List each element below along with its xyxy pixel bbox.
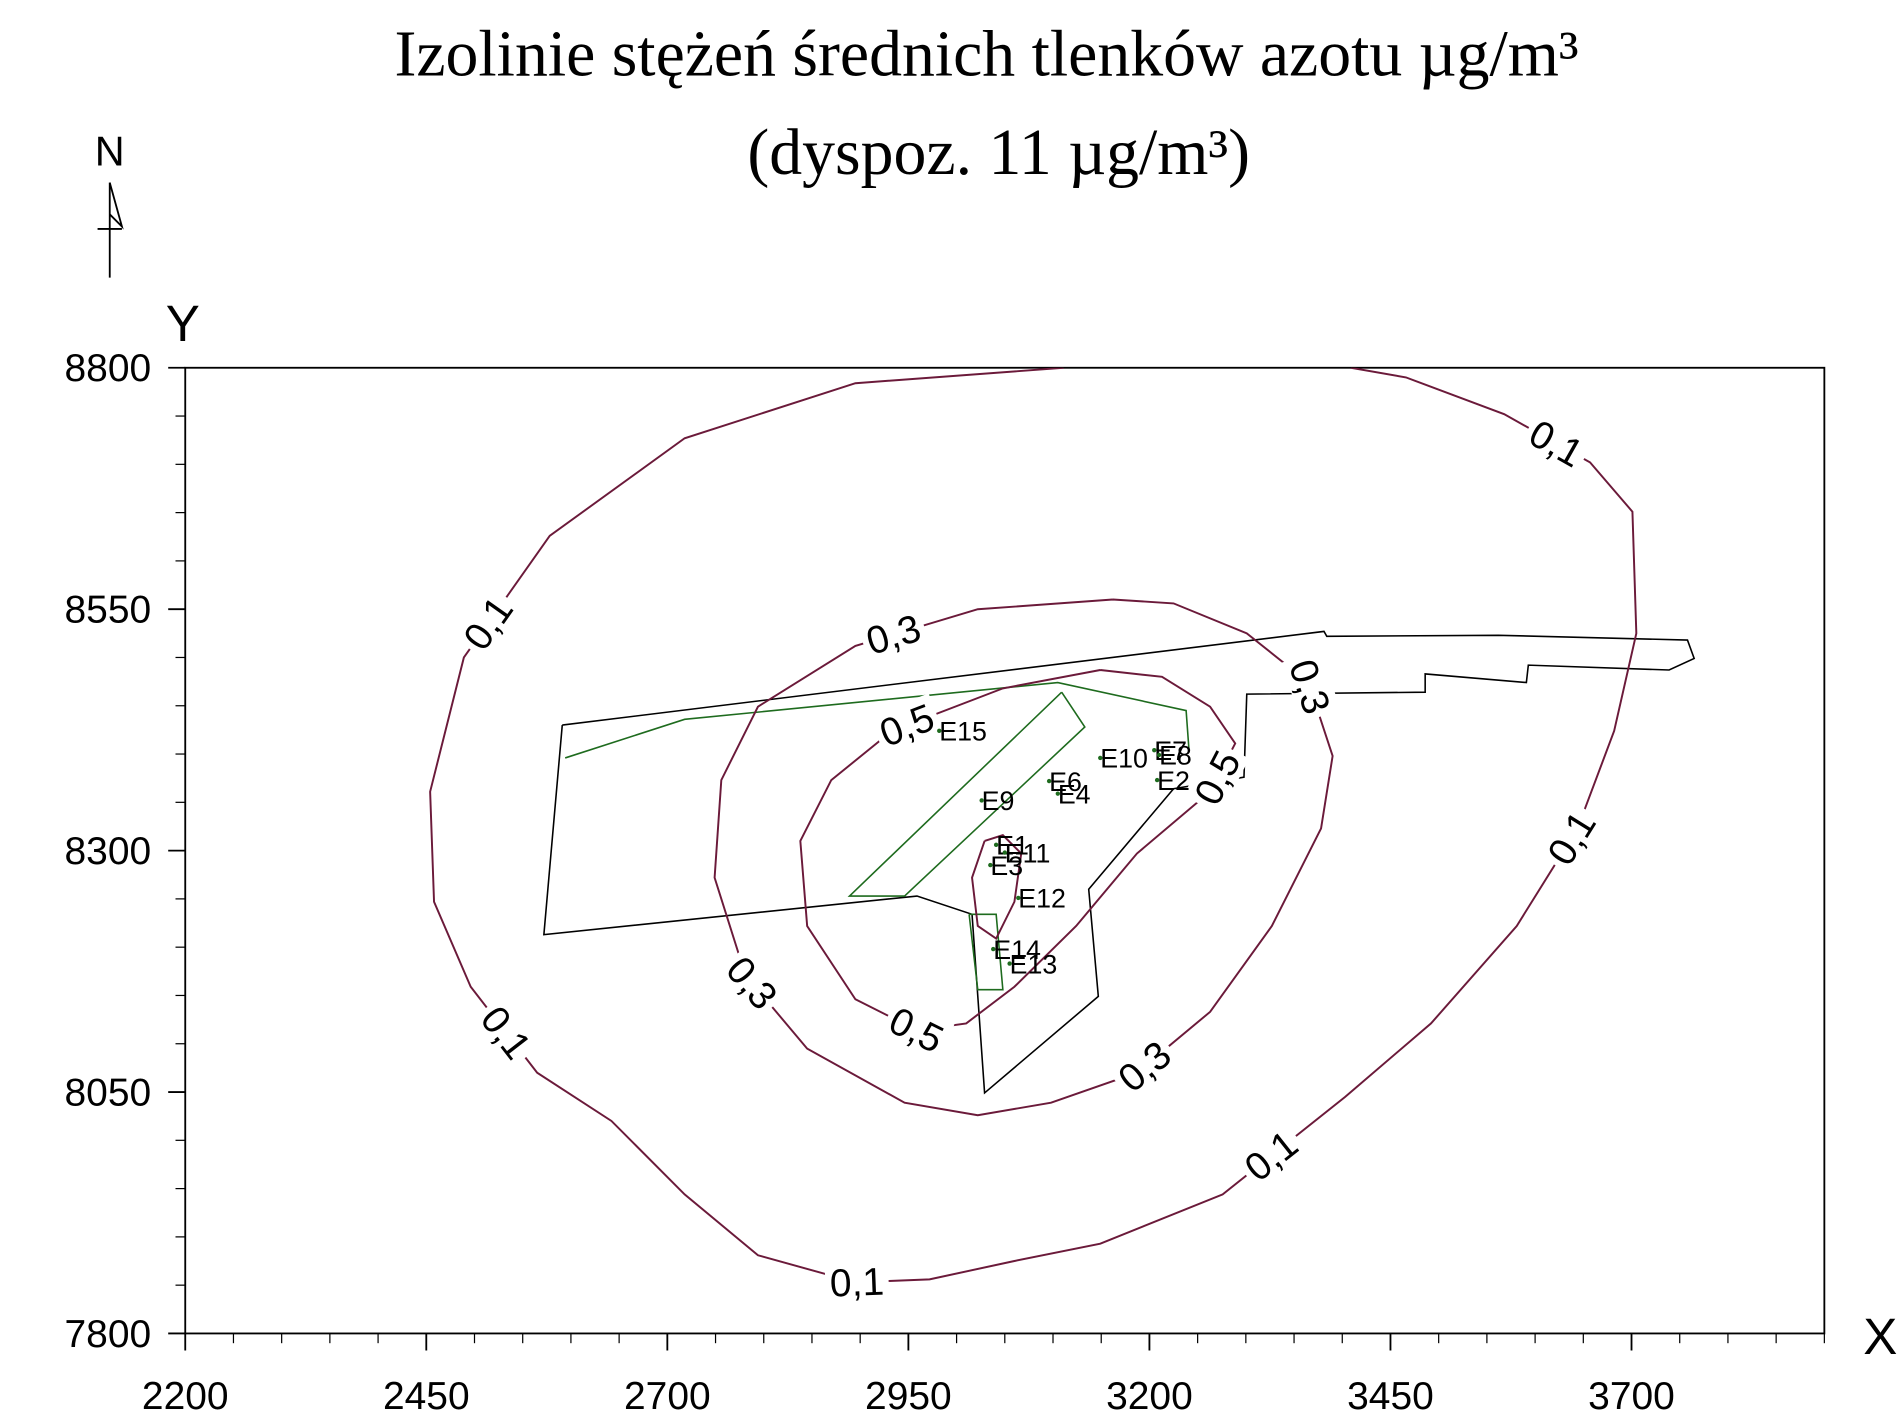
contour-label: 0,3 (1106, 1029, 1182, 1102)
contour-label: 0,1 (471, 994, 543, 1070)
chart-subtitle: (dyspoz. 11 µg/m³) (747, 116, 1250, 189)
contour-label: 0,1 (451, 584, 523, 661)
source-point (1156, 752, 1162, 758)
x-axis-label: X (1863, 1308, 1897, 1365)
x-tick-label: 3450 (1347, 1375, 1434, 1418)
contour-label: 0,1 (1232, 1118, 1309, 1191)
source-point (1154, 777, 1160, 783)
source-point (1016, 895, 1021, 901)
source-label: E2 (1157, 766, 1190, 796)
contour-label-bg (1281, 649, 1341, 723)
contour-label: 0,3 (856, 604, 930, 664)
contour-label-bg (1106, 1029, 1182, 1102)
site-outline (847, 691, 1086, 897)
contour-label: 0,3 (716, 944, 790, 1020)
y-tick-label: 8300 (64, 830, 151, 873)
contour-label-bg (451, 584, 523, 661)
contour-line (429, 367, 1638, 1284)
source-label: E4 (1058, 779, 1091, 809)
source-point (1098, 755, 1103, 761)
x-tick-label: 2450 (383, 1375, 470, 1418)
contour-label-bg (869, 693, 944, 755)
contour-label-text: 0,1 (456, 589, 522, 658)
site-outline (968, 913, 1004, 991)
y-tick-label: 8050 (64, 1071, 151, 1114)
source-label: E3 (990, 851, 1023, 881)
source-point (988, 862, 993, 868)
contour-label-text: 0,1 (472, 999, 539, 1068)
contour-label-text: 0,3 (717, 949, 785, 1018)
contour-line (799, 669, 1237, 1032)
contour-label-bg (1519, 408, 1595, 476)
site-outline (564, 681, 1190, 759)
chart-title: Izolinie stężeń średnich tlenków azotu µ… (394, 18, 1578, 91)
contour-label-text: 0,1 (1522, 412, 1590, 476)
source-label: E6 (1049, 767, 1082, 797)
contour-label-text: 0,1 (829, 1261, 885, 1306)
source-point (1152, 747, 1157, 753)
x-tick-label: 2950 (865, 1375, 952, 1418)
north-label: N (95, 129, 125, 175)
source-point (1002, 850, 1007, 855)
source-label: E1 (996, 831, 1029, 861)
contour-label-bg (824, 1259, 890, 1303)
contour-label-bg (471, 994, 543, 1070)
x-tick-label: 2200 (142, 1375, 229, 1418)
contour-line (971, 834, 1023, 940)
source-label: E13 (1010, 949, 1058, 979)
source-label: E11 (1005, 838, 1051, 868)
source-point (979, 798, 984, 803)
source-point (1055, 791, 1061, 796)
source-label: E14 (993, 935, 1041, 965)
contour-label: 0,1 (1519, 408, 1595, 476)
contour-label: 0,5 (869, 693, 944, 756)
x-tick-label: 3700 (1588, 1375, 1675, 1418)
north-arrow (97, 182, 124, 278)
contour-label: 0,3 (1280, 649, 1341, 723)
source-label: E8 (1159, 741, 1192, 771)
plot-area (429, 367, 1696, 1284)
contour-label-text: 0,1 (1540, 804, 1605, 873)
source-point (1046, 778, 1052, 784)
contour-label-bg (1536, 799, 1605, 876)
y-tick-label: 7800 (64, 1313, 151, 1356)
x-tick-label: 2700 (624, 1375, 711, 1418)
contour-label-bg (1232, 1118, 1309, 1191)
source-label: E10 (1100, 744, 1148, 774)
source-point (1007, 961, 1012, 966)
contour-label-bg (879, 996, 955, 1062)
source-label: E7 (1154, 736, 1187, 766)
contour-label: 0,1 (824, 1259, 890, 1306)
contour-label-bg (716, 944, 790, 1020)
y-tick-label: 8800 (64, 347, 151, 390)
contour-label-text: 0,1 (1237, 1123, 1306, 1190)
contour-label: 0,1 (1536, 799, 1605, 876)
source-label: E15 (939, 717, 987, 747)
contour-label: 0,5 (879, 996, 955, 1062)
y-tick-label: 8550 (64, 589, 151, 632)
y-axis-label: Y (166, 295, 200, 352)
contour-label-text: 0,3 (1110, 1033, 1179, 1101)
x-tick-label: 3200 (1106, 1375, 1193, 1418)
source-point (937, 728, 942, 734)
source-label: E12 (1018, 884, 1066, 914)
source-label: E9 (982, 786, 1015, 816)
source-point (991, 946, 996, 952)
source-point (993, 842, 999, 848)
contour-label-bg (1183, 739, 1250, 815)
contour-label-bg (856, 604, 930, 663)
